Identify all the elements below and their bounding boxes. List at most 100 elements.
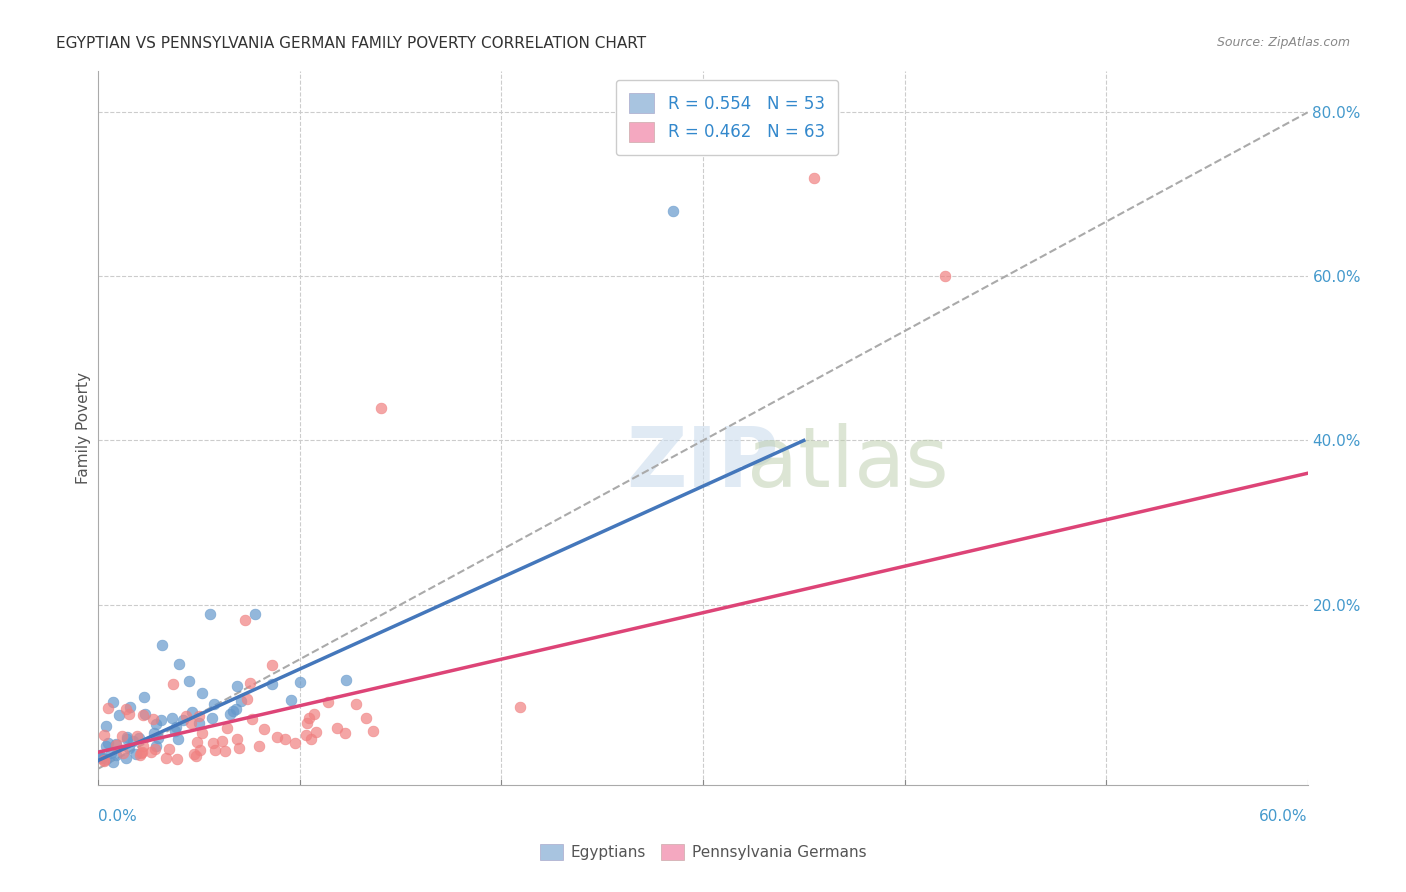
Egyptians (335, 673, 357, 687)
Egyptians (120, 699, 142, 714)
Egyptians (169, 657, 191, 672)
Pennsylvania Germans (184, 748, 207, 763)
Pennsylvania Germans (129, 746, 152, 760)
Egyptians (89, 748, 111, 763)
Pennsylvania Germans (298, 711, 321, 725)
Egyptians (165, 720, 187, 734)
Egyptians (100, 746, 122, 760)
Pennsylvania Germans (346, 698, 368, 712)
Egyptians (180, 705, 202, 719)
Egyptians (662, 203, 685, 218)
Pennsylvania Germans (302, 707, 325, 722)
Egyptians (103, 695, 125, 709)
Pennsylvania Germans (214, 744, 236, 758)
Egyptians (190, 686, 212, 700)
Egyptians (87, 749, 110, 764)
Pennsylvania Germans (228, 741, 250, 756)
Egyptians (163, 723, 186, 738)
Y-axis label: Family Poverty: Family Poverty (76, 372, 91, 484)
Pennsylvania Germans (316, 696, 339, 710)
Egyptians (145, 739, 167, 753)
Pennsylvania Germans (186, 735, 208, 749)
Egyptians (166, 731, 188, 746)
Egyptians (260, 677, 283, 691)
Egyptians (134, 707, 156, 722)
Egyptians (172, 713, 194, 727)
Egyptians (222, 704, 245, 718)
Egyptians (280, 692, 302, 706)
Pennsylvania Germans (266, 730, 288, 744)
Text: 0.0%: 0.0% (98, 809, 138, 823)
Pennsylvania Germans (97, 701, 120, 715)
Pennsylvania Germans (370, 401, 392, 415)
Pennsylvania Germans (174, 709, 197, 723)
Pennsylvania Germans (180, 716, 202, 731)
Pennsylvania Germans (326, 721, 349, 735)
Pennsylvania Germans (104, 738, 127, 752)
Text: EGYPTIAN VS PENNSYLVANIA GERMAN FAMILY POVERTY CORRELATION CHART: EGYPTIAN VS PENNSYLVANIA GERMAN FAMILY P… (56, 36, 647, 51)
Pennsylvania Germans (202, 736, 225, 750)
Pennsylvania Germans (141, 712, 163, 726)
Egyptians (105, 747, 128, 762)
Pennsylvania Germans (125, 730, 148, 744)
Pennsylvania Germans (509, 700, 531, 714)
Egyptians (94, 751, 117, 765)
Egyptians (188, 715, 211, 730)
Pennsylvania Germans (93, 754, 115, 768)
Egyptians (91, 751, 114, 765)
Pennsylvania Germans (183, 747, 205, 761)
Egyptians (122, 734, 145, 748)
Egyptians (97, 736, 120, 750)
Egyptians (225, 702, 247, 716)
Pennsylvania Germans (118, 706, 141, 721)
Text: atlas: atlas (747, 424, 949, 504)
Pennsylvania Germans (299, 732, 322, 747)
Text: 60.0%: 60.0% (1260, 809, 1308, 823)
Egyptians (117, 730, 139, 744)
Egyptians (146, 731, 169, 745)
Egyptians (229, 694, 252, 708)
Pennsylvania Germans (242, 713, 264, 727)
Pennsylvania Germans (356, 711, 378, 725)
Egyptians (288, 675, 311, 690)
Pennsylvania Germans (188, 743, 211, 757)
Pennsylvania Germans (112, 746, 135, 760)
Pennsylvania Germans (190, 726, 212, 740)
Legend: R = 0.554   N = 53, R = 0.462   N = 63: R = 0.554 N = 53, R = 0.462 N = 63 (616, 79, 838, 155)
Egyptians (105, 737, 128, 751)
Pennsylvania Germans (166, 752, 188, 766)
Egyptians (128, 731, 150, 745)
Egyptians (243, 607, 266, 621)
Pennsylvania Germans (129, 748, 152, 763)
Egyptians (96, 719, 118, 733)
Pennsylvania Germans (162, 677, 184, 691)
Egyptians (145, 716, 167, 731)
Pennsylvania Germans (155, 751, 177, 765)
Egyptians (108, 708, 131, 723)
Pennsylvania Germans (247, 739, 270, 753)
Legend: Egyptians, Pennsylvania Germans: Egyptians, Pennsylvania Germans (534, 838, 872, 866)
Pennsylvania Germans (143, 742, 166, 756)
Text: Source: ZipAtlas.com: Source: ZipAtlas.com (1216, 36, 1350, 49)
Pennsylvania Germans (934, 269, 956, 284)
Pennsylvania Germans (188, 709, 211, 723)
Pennsylvania Germans (131, 739, 153, 754)
Pennsylvania Germans (295, 715, 318, 730)
Pennsylvania Germans (295, 728, 318, 742)
Pennsylvania Germans (211, 734, 233, 748)
Egyptians (177, 673, 200, 688)
Egyptians (101, 755, 124, 769)
Egyptians (201, 711, 224, 725)
Pennsylvania Germans (262, 657, 284, 672)
Pennsylvania Germans (139, 745, 162, 759)
Egyptians (143, 726, 166, 740)
Pennsylvania Germans (236, 692, 259, 706)
Egyptians (226, 679, 249, 693)
Pennsylvania Germans (803, 171, 825, 186)
Pennsylvania Germans (131, 745, 153, 759)
Egyptians (115, 750, 138, 764)
Pennsylvania Germans (215, 721, 238, 735)
Pennsylvania Germans (93, 753, 115, 767)
Egyptians (134, 690, 156, 704)
Pennsylvania Germans (132, 707, 155, 722)
